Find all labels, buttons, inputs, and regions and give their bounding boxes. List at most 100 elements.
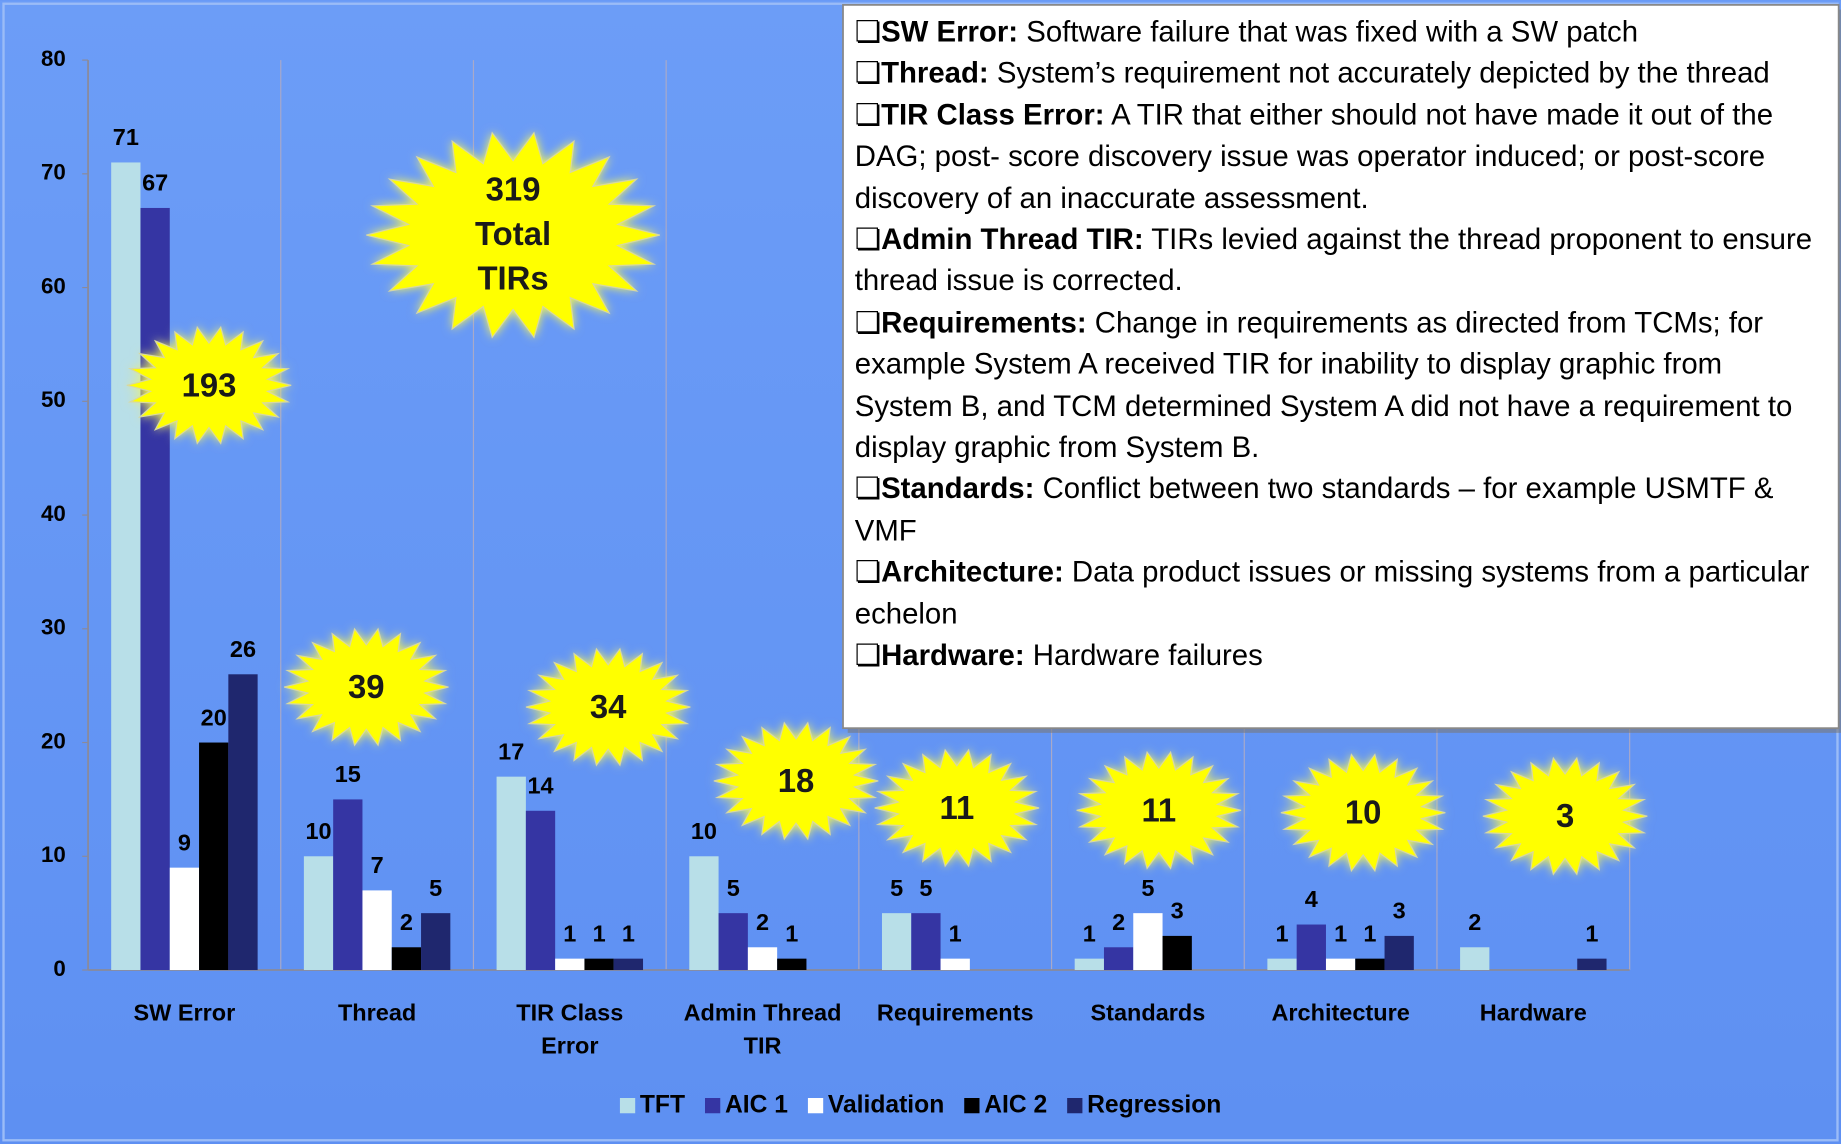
value-label: 71: [113, 124, 139, 150]
bullet: ❏: [854, 555, 882, 589]
legend-label: Validation: [828, 1092, 944, 1119]
bullet: ❏: [854, 306, 882, 340]
bar: [362, 890, 392, 971]
bar: [777, 958, 807, 971]
value-label: 2: [756, 909, 769, 935]
bar: [333, 799, 363, 971]
y-tick-label: 80: [41, 46, 66, 71]
definition-term: Requirements:: [881, 306, 1087, 340]
value-label: 1: [949, 920, 962, 946]
total-starburst: [1482, 756, 1648, 876]
bar: [613, 958, 644, 971]
category-total: 39: [348, 668, 385, 705]
value-label: 2: [400, 909, 413, 935]
x-tick-label: Standards: [1090, 1000, 1206, 1027]
value-label: 1: [1585, 920, 1598, 946]
value-label: 5: [890, 875, 903, 901]
bar: [111, 162, 141, 971]
bar: [1577, 958, 1607, 971]
x-tick-label-box: Hardware: [1480, 1001, 1587, 1027]
value-label: 1: [622, 920, 635, 946]
y-tick-label: 60: [41, 273, 66, 298]
value-label: 5: [727, 875, 740, 901]
value-label: 3: [1393, 898, 1406, 924]
bar: [689, 856, 719, 971]
bar: [1103, 947, 1134, 971]
value-label: 9: [178, 829, 191, 855]
category-total: 11: [1141, 791, 1176, 828]
bar: [140, 207, 170, 971]
definition: ❏Thread: System’s requirement not accura…: [855, 54, 1827, 96]
value-label: 1: [1083, 920, 1096, 946]
x-tick-label: Requirements: [876, 1000, 1034, 1027]
value-label: 26: [230, 636, 256, 662]
y-tick-label: 50: [41, 387, 66, 412]
definition-term: Architecture:: [881, 555, 1064, 589]
value-label: 4: [1305, 886, 1318, 912]
bar: [1267, 958, 1297, 971]
value-label: 1: [785, 920, 798, 946]
legend-swatch: [964, 1098, 980, 1114]
total-starburst: [1280, 753, 1446, 873]
value-label: 1: [563, 920, 576, 946]
bar: [1355, 958, 1385, 971]
definition: ❏Standards: Conflict between two standar…: [855, 469, 1827, 552]
definitions-box: [842, 4, 1840, 730]
value-label: 14: [527, 773, 553, 799]
value-label: 2: [1112, 909, 1125, 935]
bar: [1460, 947, 1490, 971]
bar: [1074, 958, 1104, 971]
grand-total: 319: [486, 170, 541, 207]
definition: ❏TIR Class Error: A TIR that either shou…: [855, 95, 1827, 220]
x-tick-label: Architecture: [1271, 1000, 1410, 1027]
definition-text: TIRs levied against the thread proponent…: [854, 223, 1813, 298]
definition: ❏Architecture: Data product issues or mi…: [855, 552, 1827, 635]
value-label: 5: [429, 875, 442, 901]
bar: [169, 867, 200, 971]
legend-label: TFT: [640, 1092, 685, 1119]
bar: [911, 913, 941, 971]
x-tick-label: Admin Thread TIR: [683, 1000, 842, 1060]
x-tick-label: TIR Class Error: [516, 1000, 624, 1060]
bar: [1162, 935, 1192, 971]
value-label: 5: [919, 875, 932, 901]
total-starburst: [283, 627, 449, 747]
grand-total: TIRs: [477, 260, 548, 297]
legend-swatch: [807, 1098, 824, 1114]
value-label: 17: [498, 738, 524, 764]
bullet: ❏: [854, 57, 882, 90]
value-label: 20: [201, 704, 227, 730]
definition-text: Data product issues or missing systems f…: [854, 555, 1810, 631]
definition: ❏Requirements: Change in requirements as…: [855, 303, 1827, 469]
y-tick-label: 70: [41, 160, 66, 185]
bar: [391, 947, 422, 971]
bullet: ❏: [854, 639, 882, 672]
bar: [228, 674, 258, 971]
x-tick-label-box: TIR Class Error: [516, 1000, 624, 1060]
legend-swatch: [705, 1098, 721, 1114]
legend-swatch: [619, 1098, 636, 1114]
bar: [1325, 958, 1356, 971]
bullet: ❏: [854, 98, 882, 132]
definition-text: Conflict between two standards – for exa…: [854, 472, 1774, 548]
bar: [747, 947, 778, 971]
bar: [1133, 913, 1163, 971]
bar: [421, 913, 451, 971]
definition: ❏Hardware: Hardware failures: [855, 636, 1827, 678]
value-label: 10: [305, 818, 331, 844]
y-tick-label: 40: [41, 501, 66, 526]
x-tick-label-box: SW Error: [134, 1001, 236, 1027]
bar: [1296, 924, 1326, 971]
value-label: 3: [1171, 898, 1184, 924]
category-total: 193: [182, 366, 237, 403]
x-tick-label-box: Admin Thread TIR: [683, 1000, 842, 1060]
value-label: 10: [691, 818, 717, 844]
definition: ❏SW Error: Software failure that was fix…: [855, 12, 1827, 54]
y-tick-label: 30: [41, 615, 66, 640]
definition-term: Standards:: [881, 472, 1035, 506]
definition-term: Admin Thread TIR:: [881, 223, 1144, 257]
definition-term: SW Error:: [881, 15, 1019, 49]
bar: [496, 776, 526, 971]
category-total: 11: [940, 789, 975, 826]
